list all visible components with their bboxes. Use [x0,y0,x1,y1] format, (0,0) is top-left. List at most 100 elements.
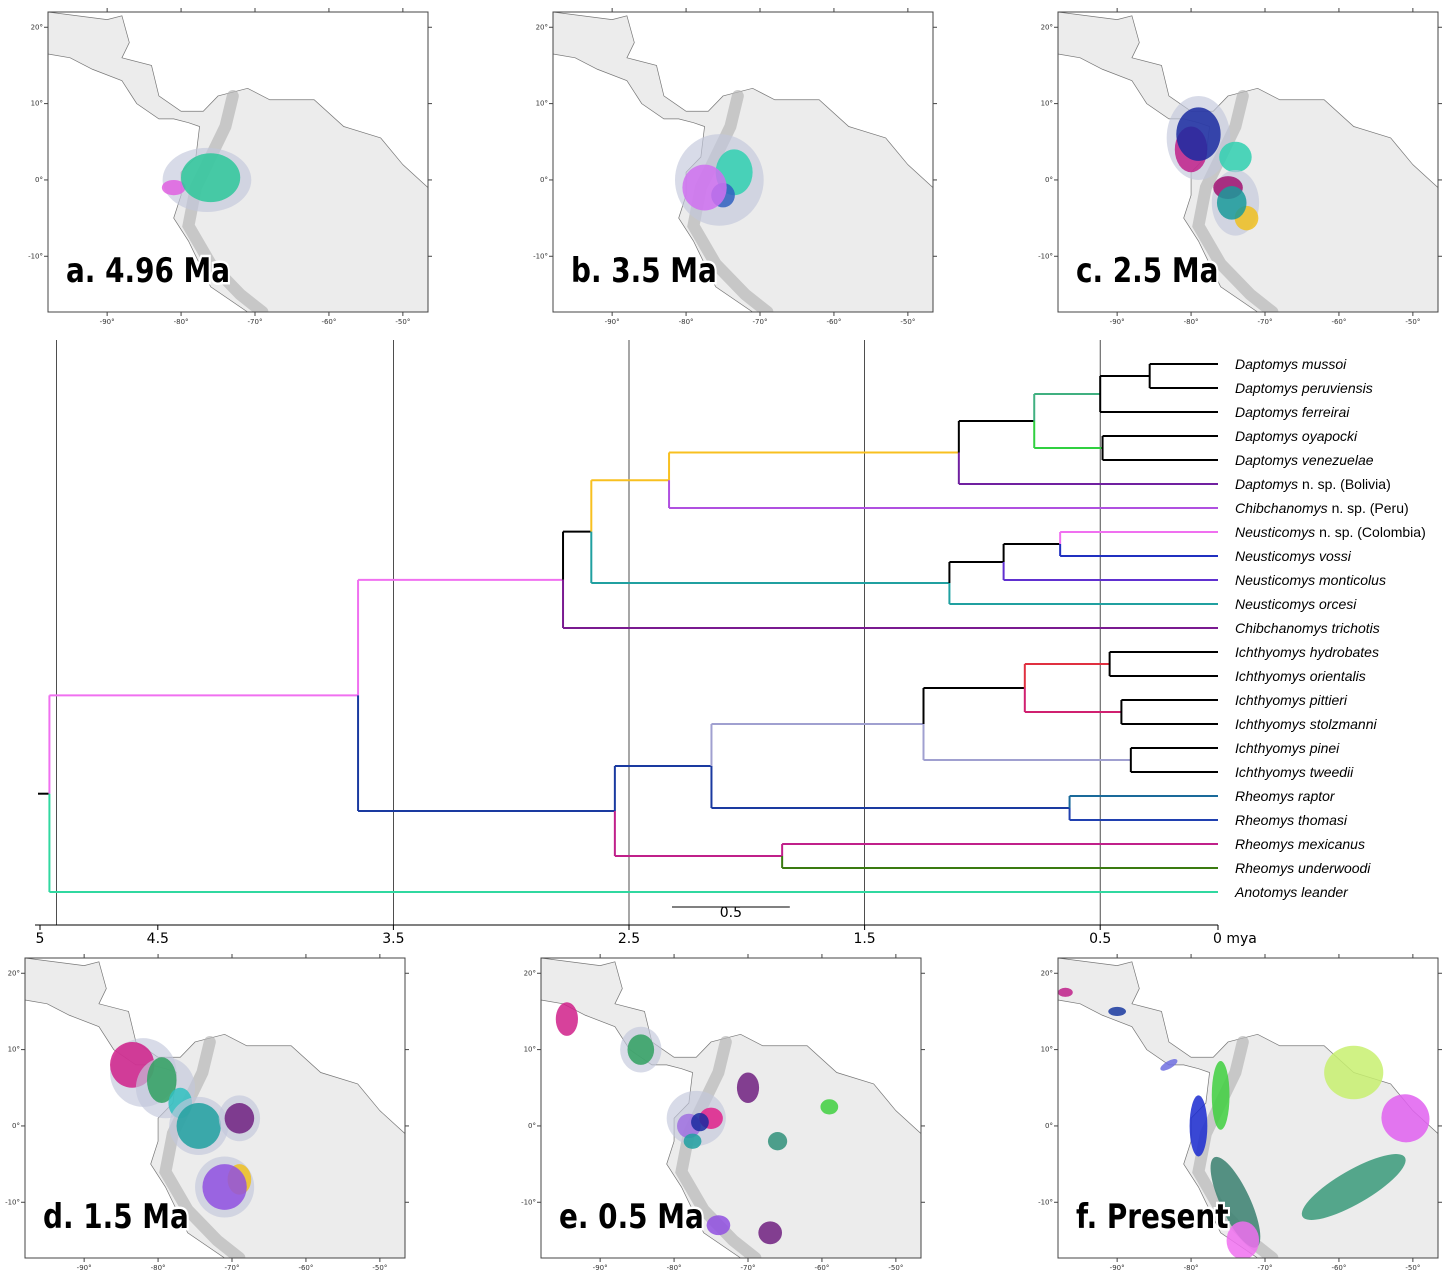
map-tick-label: -90° [77,1264,92,1272]
species-label: Ichthyomys hydrobates [1235,644,1379,660]
range-area [820,1099,838,1114]
species-label: Neusticomys vossi [1235,548,1352,564]
map-tick-label: -70° [1258,1264,1273,1272]
map-tick-label: 20° [8,969,20,977]
species-italic: Chibchanomys trichotis [1235,620,1380,636]
species-label: Chibchanomysn. sp. (Peru) [1235,500,1409,516]
species-italic: Ichthyomys pinei [1235,740,1340,756]
range-area [737,1073,759,1104]
species-italic: Daptomys oyapocki [1235,428,1358,444]
species-italic: Ichthyomys hydrobates [1235,644,1379,660]
map-tick-label: 0° [35,176,43,184]
map-panel: -90°-80°-70°-60°-50°20°10°0°-10°f. Prese… [1038,954,1442,1272]
species-italic: Daptomys venezuelae [1235,452,1374,468]
map-tick-label: -80° [1184,1264,1199,1272]
species-italic: Ichthyomys stolzmanni [1235,716,1377,732]
map-tick-label: 10° [536,100,548,108]
x-tick-label: 0.5 [1089,931,1111,947]
map-tick-label: -10° [5,1198,20,1206]
map-tick-label: -50° [372,1264,387,1272]
x-tick-label: 5 [36,931,45,947]
species-italic: Rheomys thomasi [1235,812,1348,828]
species-label: Rheomys thomasi [1235,812,1348,828]
species-label: Daptomys ferreirai [1235,404,1350,420]
species-label: Anotomys leander [1234,884,1349,900]
range-area [1108,1007,1126,1016]
species-italic: Neusticomys monticolus [1235,572,1386,588]
map-tick-label: -10° [1038,252,1053,260]
map-tick-label: -60° [826,318,841,326]
species-italic: Rheomys mexicanus [1235,836,1365,852]
map-tick-label: -60° [814,1264,829,1272]
range-area [1227,1221,1260,1259]
species-italic: Neusticomys orcesi [1235,596,1357,612]
panel-label: d. 1.5 Ma [43,1197,189,1236]
species-italic: Chibchanomys [1235,500,1328,516]
map-tick-label: -70° [741,1264,756,1272]
map-tick-label: -60° [1331,1264,1346,1272]
map-tick-label: -50° [395,318,410,326]
x-tick-label: 0 mya [1213,931,1257,947]
species-roman: n. sp. (Colombia) [1319,524,1426,540]
map-tick-label: 20° [536,23,548,31]
map-panel: -90°-80°-70°-60°-50°20°10°0°-10°c. 2.5 M… [1038,8,1442,326]
species-italic: Rheomys underwoodi [1235,860,1371,876]
range-area [181,153,240,202]
range-area [1217,186,1247,220]
species-label: Chibchanomys trichotis [1235,620,1380,636]
species-label: Neusticomys monticolus [1235,572,1386,588]
species-label: Daptomys oyapocki [1235,428,1358,444]
species-label: Rheomys underwoodi [1235,860,1371,876]
x-tick-label: 4.5 [147,931,169,947]
map-tick-label: -80° [667,1264,682,1272]
range-area [1324,1046,1383,1099]
map-tick-label: 20° [1041,969,1053,977]
map-tick-label: -10° [533,252,548,260]
x-tick-label: 1.5 [853,931,875,947]
range-area [684,1134,702,1149]
map-tick-label: -90° [100,318,115,326]
map-tick-label: -80° [679,318,694,326]
map-tick-label: -90° [1110,1264,1125,1272]
map-tick-label: 10° [524,1046,536,1054]
map-panel: -90°-80°-70°-60°-50°20°10°0°-10°a. 4.96 … [28,8,432,326]
map-tick-label: -70° [225,1264,240,1272]
species-label: Daptomys peruviensis [1235,380,1373,396]
figure: -90°-80°-70°-60°-50°20°10°0°-10°a. 4.96 … [0,0,1455,1287]
map-tick-label: -80° [174,318,189,326]
map-tick-label: 20° [1041,23,1053,31]
species-italic: Rheomys raptor [1235,788,1336,804]
map-tick-label: -70° [248,318,263,326]
range-area [225,1103,255,1134]
range-area [1219,142,1252,173]
range-area [177,1103,221,1149]
species-label: Neusticomys orcesi [1235,596,1357,612]
map-tick-label: -70° [1258,318,1273,326]
range-area [1058,988,1073,997]
map-tick-label: -60° [298,1264,313,1272]
map-tick-label: 0° [12,1122,20,1130]
map-panel: -90°-80°-70°-60°-50°20°10°0°-10°d. 1.5 M… [5,954,409,1272]
range-area [627,1034,654,1065]
species-italic: Ichthyomys pittieri [1235,692,1348,708]
map-tick-label: -50° [888,1264,903,1272]
map-tick-label: 10° [31,100,43,108]
map-tick-label: 10° [1041,100,1053,108]
x-tick-label: 3.5 [382,931,404,947]
range-area [1190,1095,1208,1156]
species-label: Daptomys mussoi [1235,356,1347,372]
map-tick-label: 20° [524,969,536,977]
range-area [556,1002,578,1036]
scale-bar-label: 0.5 [720,905,742,921]
map-tick-label: -10° [28,252,43,260]
panel-label: f. Present [1076,1197,1229,1236]
species-italic: Daptomys ferreirai [1235,404,1350,420]
tree: Daptomys mussoi Daptomys peruviensis Dapto… [35,340,1426,947]
map-tick-label: -50° [1405,1264,1420,1272]
map-tick-label: -60° [1331,318,1346,326]
map-tick-label: 0° [528,1122,536,1130]
species-italic: Neusticomys vossi [1235,548,1352,564]
map-tick-label: -60° [321,318,336,326]
map-tick-label: -80° [1184,318,1199,326]
species-label: Ichthyomys pinei [1235,740,1340,756]
